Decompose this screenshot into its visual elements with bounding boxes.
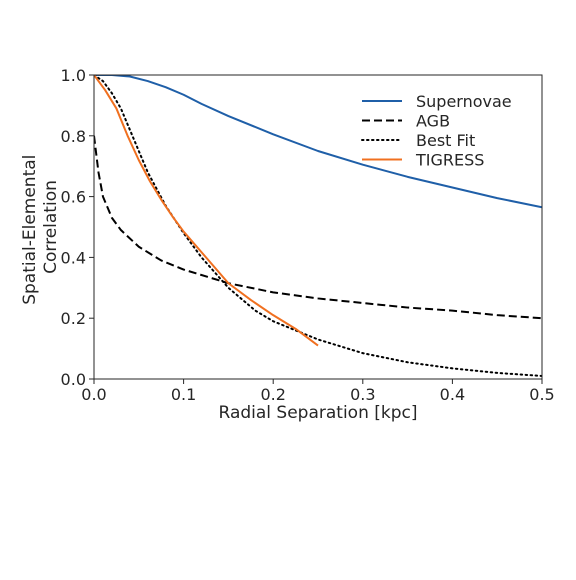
y-axis-label-line-2: Correlation <box>41 180 61 274</box>
x-tick-label: 0.0 <box>81 385 106 404</box>
legend-label: AGB <box>416 112 450 131</box>
y-tick-label: 0.2 <box>61 309 86 328</box>
y-tick-label: 1.0 <box>61 66 86 85</box>
series-line-best-fit <box>94 75 542 377</box>
plot-frame <box>93 74 543 380</box>
x-tick-label: 0.1 <box>171 385 196 404</box>
y-axis-label: Spatial-Elemental Correlation <box>20 149 61 305</box>
legend-label: Supernovae <box>416 92 512 111</box>
legend-item: Best Fit <box>361 131 475 150</box>
plot-area <box>94 75 542 377</box>
legend-item: TIGRESS <box>362 151 484 170</box>
y-tick-label: 0.8 <box>61 127 86 146</box>
series-line-supernovae <box>94 75 542 209</box>
series-line-agb <box>94 135 542 320</box>
series-line-tigress <box>94 75 319 347</box>
legend-item: AGB <box>362 112 450 131</box>
legend-label: TIGRESS <box>415 151 484 170</box>
x-axis-label: Radial Separation [kpc] <box>219 403 418 423</box>
y-axis-label-line-1: Spatial-Elemental <box>20 155 40 305</box>
x-tick-label: 0.5 <box>529 385 554 404</box>
x-tick-label: 0.2 <box>260 385 285 404</box>
legend-item: Supernovae <box>362 92 512 111</box>
x-tick-label: 0.3 <box>350 385 375 404</box>
axis-ticks: 0.0 0.1 0.2 0.3 0.4 0.5 0.0 0.2 0.4 0.6 0.8 1.0 <box>61 66 555 404</box>
y-tick-label: 0.0 <box>61 370 86 389</box>
x-tick-label: 0.4 <box>440 385 465 404</box>
legend-label: Best Fit <box>416 131 475 150</box>
y-tick-label: 0.6 <box>61 188 86 207</box>
y-tick-label: 0.4 <box>61 248 86 267</box>
